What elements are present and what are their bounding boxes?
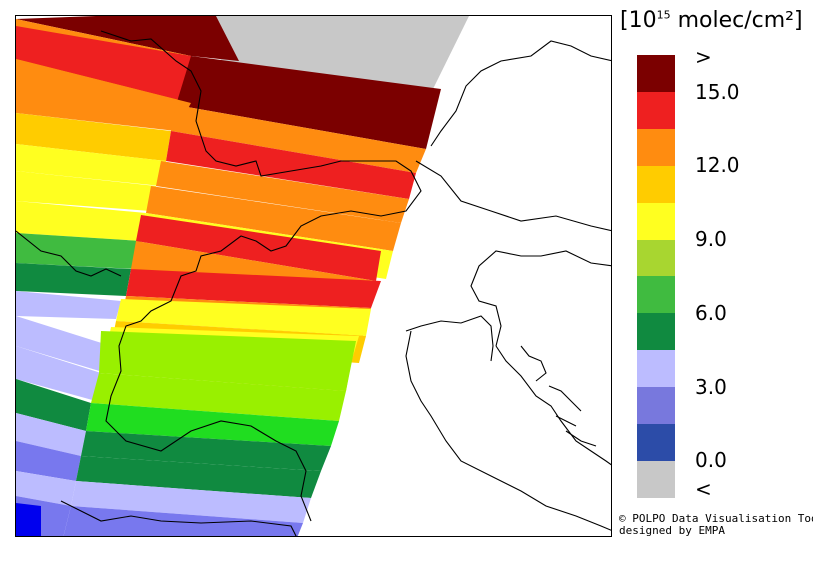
legend-swatch xyxy=(637,239,675,277)
legend-unit-title: [1015 molec/cm²] xyxy=(620,8,803,33)
legend-swatch xyxy=(637,460,675,498)
map-panel xyxy=(15,15,612,537)
swath-pixel xyxy=(86,403,339,446)
coastlines xyxy=(16,30,611,536)
legend-label: < xyxy=(695,477,712,501)
swath-pixel xyxy=(146,186,401,251)
swath-pixel xyxy=(16,346,101,401)
coastline xyxy=(100,30,422,522)
swath-pixel xyxy=(16,171,156,211)
swath-pixel xyxy=(63,506,303,536)
coastline xyxy=(470,250,611,347)
swath-pixel xyxy=(136,215,381,281)
swath-pixel xyxy=(16,16,239,61)
swath-pixel xyxy=(16,413,86,456)
credit-line: © POLPO Data Visualisation Tool xyxy=(619,512,813,525)
satellite-swath xyxy=(16,16,469,536)
legend-swatch xyxy=(637,128,675,166)
legend-label: > xyxy=(695,45,712,69)
legend-swatch xyxy=(637,313,675,351)
coastline xyxy=(415,160,611,232)
coastline xyxy=(60,500,297,536)
map-canvas xyxy=(16,16,611,536)
legend-swatch xyxy=(637,276,675,314)
swath-pixel xyxy=(16,26,191,103)
swath-pixel xyxy=(16,503,41,536)
swath-pixel xyxy=(16,441,81,481)
swath-pixel xyxy=(176,56,441,149)
swath-pixel xyxy=(16,379,91,431)
swath-pixel xyxy=(16,316,111,373)
legend-swatch xyxy=(637,202,675,240)
swath-pixel xyxy=(91,373,346,421)
coastline xyxy=(16,230,122,277)
colorbar-legend: [1015 molec/cm²] > 15.0 12.0 9.0 6.0 3.0… xyxy=(612,0,813,566)
swath-pixel xyxy=(81,431,331,471)
legend-swatch xyxy=(637,165,675,203)
swath-pixel xyxy=(16,113,171,161)
legend-label: 6.0 xyxy=(695,301,727,325)
credit-line: designed by EMPA xyxy=(619,524,725,537)
swath-pixel xyxy=(16,59,191,131)
swath-pixel xyxy=(166,131,416,199)
legend-swatch xyxy=(637,387,675,425)
legend-label: 3.0 xyxy=(695,375,727,399)
legend-label: 12.0 xyxy=(695,153,740,177)
swath-pixel xyxy=(16,233,141,269)
swath-pixel xyxy=(156,161,409,223)
legend-swatch xyxy=(637,350,675,388)
legend-swatch xyxy=(637,55,675,92)
coastline xyxy=(495,345,611,466)
coastline xyxy=(405,315,494,362)
swath-pixel xyxy=(76,456,321,498)
legend-label: 0.0 xyxy=(695,448,727,472)
swath-pixel xyxy=(16,291,121,319)
coastline xyxy=(405,330,611,531)
swath-pixel xyxy=(16,201,146,241)
legend-label: 9.0 xyxy=(695,227,727,251)
coastline xyxy=(520,345,597,447)
legend-swatch xyxy=(637,424,675,461)
swath-pixel xyxy=(99,331,356,391)
swath-pixel xyxy=(171,105,426,173)
swath-pixel xyxy=(16,471,76,506)
swath-pixel xyxy=(216,16,469,89)
swath-pixel xyxy=(116,299,371,336)
swath-pixel xyxy=(126,269,381,308)
swath-pixel xyxy=(16,144,166,186)
swath-pixel xyxy=(71,481,311,523)
legend-label: 15.0 xyxy=(695,80,740,104)
legend-swatch xyxy=(637,91,675,129)
coastline xyxy=(430,40,611,147)
